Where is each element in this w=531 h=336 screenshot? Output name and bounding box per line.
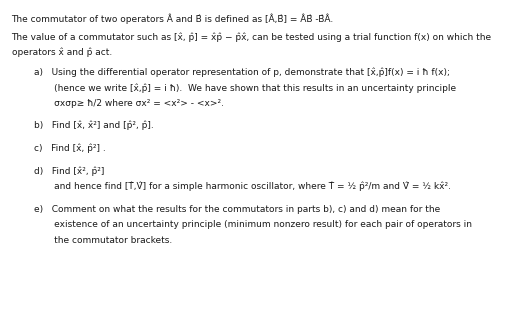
Text: a)   Using the differential operator representation of p, demonstrate that [x̂,p: a) Using the differential operator repre… [34,68,450,77]
Text: σxσp≥ ħ/2 where σx² = <x²> - <x>².: σxσp≥ ħ/2 where σx² = <x²> - <x>². [34,98,224,108]
Text: b)   Find [x̂, x̂²] and [p̂², p̂].: b) Find [x̂, x̂²] and [p̂², p̂]. [34,121,153,130]
Text: and hence find [T̂,V̂] for a simple harmonic oscillator, where T̂ = ½ p̂²/m and : and hence find [T̂,V̂] for a simple harm… [34,181,451,191]
Text: The value of a commutator such as [x̂, p̂] = x̂p̂ − p̂x̂, can be tested using a : The value of a commutator such as [x̂, p… [12,32,492,42]
Text: d)   Find [x̂², p̂²]: d) Find [x̂², p̂²] [34,166,104,175]
Text: existence of an uncertainty principle (minimum nonzero result) for each pair of : existence of an uncertainty principle (m… [34,220,472,229]
Text: the commutator brackets.: the commutator brackets. [34,236,172,245]
Text: e)   Comment on what the results for the commutators in parts b), c) and d) mean: e) Comment on what the results for the c… [34,205,440,214]
Text: The commutator of two operators Â and B̂ is defined as [Â,B̂] = ÂB̂ -B̂Â.: The commutator of two operators Â and B̂… [12,13,334,24]
Text: (hence we write [x̂,p̂] = i ħ).  We have shown that this results in an uncertain: (hence we write [x̂,p̂] = i ħ). We have … [34,83,456,92]
Text: operators x̂ and p̂ act.: operators x̂ and p̂ act. [12,47,112,57]
Text: c)   Find [x̂, p̂²] .: c) Find [x̂, p̂²] . [34,143,106,153]
